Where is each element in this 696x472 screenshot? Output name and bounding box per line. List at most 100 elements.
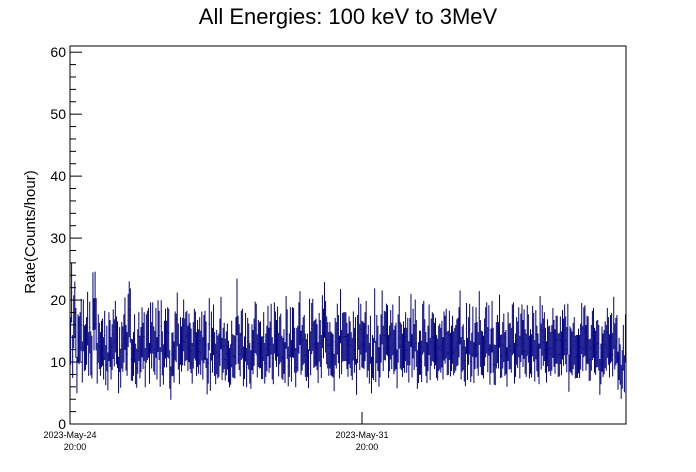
data-point <box>242 346 244 387</box>
data-point <box>396 349 398 389</box>
data-point <box>305 339 307 382</box>
x-tick-date-label: 2023-May-24 <box>43 430 96 440</box>
data-point <box>224 338 226 381</box>
data-point <box>122 326 124 372</box>
data-point <box>320 334 322 378</box>
data-point <box>351 337 353 381</box>
data-point <box>508 323 510 370</box>
data-point <box>343 312 345 362</box>
data-point <box>236 278 238 336</box>
data-point <box>322 308 324 359</box>
data-point <box>329 322 331 369</box>
data-point <box>542 318 544 366</box>
data-point <box>178 343 180 385</box>
data-point <box>590 324 592 371</box>
x-tick-time-label: 20:00 <box>356 442 379 452</box>
data-point <box>124 297 126 350</box>
data-point <box>362 321 364 368</box>
data-point <box>206 358 208 395</box>
data-point <box>134 314 136 363</box>
data-point <box>573 317 575 365</box>
data-point <box>407 317 409 366</box>
data-point <box>148 342 151 384</box>
data-point <box>568 354 570 392</box>
data-point <box>347 333 349 377</box>
data-point <box>369 315 371 364</box>
y-tick-label: 50 <box>50 106 66 122</box>
data-point <box>116 321 119 368</box>
data-point <box>425 332 427 376</box>
data-point <box>503 313 505 363</box>
data-point <box>529 329 532 374</box>
data-point <box>613 296 615 350</box>
data-point <box>426 342 428 384</box>
data-point <box>515 333 517 377</box>
data-point <box>273 302 275 354</box>
data-point <box>287 346 289 387</box>
data-point <box>300 330 302 375</box>
data-point <box>376 315 378 364</box>
data-point <box>552 307 554 358</box>
data-point <box>367 324 369 371</box>
data-point <box>370 356 373 394</box>
data-point <box>99 332 101 376</box>
data-point <box>366 334 368 378</box>
data-point <box>464 346 466 387</box>
data-point <box>531 334 533 378</box>
data-point <box>195 332 197 376</box>
data-point <box>490 328 492 374</box>
data-point <box>332 334 334 378</box>
data-point <box>348 316 350 365</box>
data-point <box>554 329 556 374</box>
data-point <box>437 338 439 381</box>
data-point <box>449 332 451 377</box>
data-point <box>418 330 421 375</box>
data-point <box>299 291 301 345</box>
data-point <box>235 317 237 365</box>
axis-layer: 0 10 20 30 40 50 60 2023-May-24 20:00 2023-May-31… <box>43 44 388 452</box>
data-point <box>162 344 164 385</box>
data-point <box>420 330 422 375</box>
data-point <box>523 309 525 359</box>
data-point <box>156 337 158 380</box>
data-point <box>157 300 159 352</box>
data-point <box>512 302 514 354</box>
data-point <box>258 322 260 369</box>
data-point <box>297 325 299 372</box>
data-point <box>487 327 489 373</box>
data-point <box>337 315 339 364</box>
data-point <box>240 310 242 360</box>
data-point <box>439 323 441 370</box>
data-point <box>175 313 177 363</box>
data-point <box>110 337 112 380</box>
data-point <box>524 329 526 374</box>
data-point <box>506 347 508 387</box>
data-point <box>513 342 516 384</box>
x-tick-time-label: 20:00 <box>64 442 87 452</box>
data-point <box>105 345 107 386</box>
data-point <box>448 310 450 360</box>
data-point <box>433 322 435 370</box>
data-point <box>159 347 161 387</box>
data-point <box>547 319 549 367</box>
data-point <box>353 327 355 373</box>
data-point <box>533 312 535 362</box>
data-point <box>189 322 191 370</box>
data-point <box>624 314 626 363</box>
data-point <box>256 334 258 378</box>
data-point <box>89 301 91 354</box>
data-point <box>599 358 601 395</box>
data-point <box>574 335 576 379</box>
data-point <box>243 336 246 379</box>
data-point <box>596 320 598 368</box>
data-point <box>450 325 453 372</box>
data-point <box>262 336 264 379</box>
data-point <box>94 271 96 330</box>
data-point <box>295 347 297 388</box>
data-point <box>526 305 528 356</box>
data-point <box>391 322 393 370</box>
data-point <box>88 332 90 376</box>
data-point <box>577 328 580 374</box>
data-point <box>476 322 478 369</box>
data-point <box>453 331 455 376</box>
